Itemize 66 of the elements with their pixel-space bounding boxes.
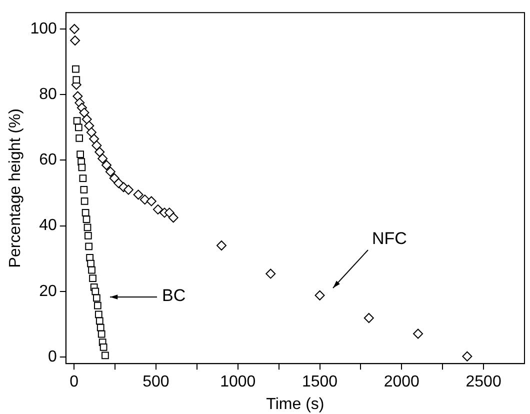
annotation: BC: [162, 286, 186, 306]
y-tick-label: 40: [39, 217, 57, 234]
point: [80, 186, 88, 194]
point: [216, 240, 226, 251]
x-tick-label: 500: [142, 374, 170, 391]
point: [102, 352, 109, 360]
y-axis-title: Percentage height (%): [7, 108, 24, 268]
point: [89, 274, 96, 282]
y-tick-label: 0: [48, 348, 57, 366]
point: [72, 91, 83, 102]
annotation: NFC: [372, 229, 407, 249]
point: [146, 196, 156, 206]
point: [82, 114, 92, 124]
y-tick-label: 80: [39, 86, 57, 104]
point: [123, 184, 134, 195]
point: [79, 108, 90, 118]
point: [314, 290, 325, 300]
point: [88, 266, 96, 274]
point: [80, 198, 88, 205]
point: [85, 242, 93, 250]
point: [105, 166, 116, 177]
point: [72, 65, 80, 73]
y-tick-label: 100: [30, 20, 57, 38]
point: [84, 120, 94, 131]
point: [93, 294, 100, 302]
x-tick-label: 1500: [302, 374, 338, 391]
point: [266, 268, 276, 279]
point: [364, 313, 374, 324]
point: [98, 154, 108, 164]
point: [94, 147, 105, 158]
x-tick-label: 2000: [384, 374, 420, 391]
point: [152, 204, 163, 214]
point: [79, 174, 87, 182]
point: [69, 24, 80, 34]
point: [168, 212, 178, 223]
point: [72, 76, 80, 84]
point: [78, 164, 86, 172]
point: [462, 351, 472, 362]
point: [133, 190, 144, 200]
point: [87, 260, 94, 268]
point: [84, 232, 92, 240]
point: [92, 288, 100, 296]
point: [74, 124, 82, 132]
point: [94, 310, 102, 318]
x-tick-label: 1000: [220, 374, 256, 391]
point: [82, 216, 90, 223]
point: [102, 160, 112, 170]
point: [96, 317, 104, 325]
y-tick-label: 20: [39, 282, 57, 300]
point: [76, 134, 84, 142]
x-axis-title: Time (s): [266, 396, 324, 413]
point: [413, 328, 424, 339]
point: [94, 302, 102, 310]
x-tick-label: 0: [70, 374, 79, 391]
point: [96, 324, 104, 332]
point: [100, 344, 108, 351]
point: [89, 134, 100, 144]
point: [109, 173, 120, 184]
point: [76, 150, 84, 158]
point: [98, 330, 106, 338]
point: [70, 35, 80, 46]
y-tick-label: 60: [39, 152, 57, 169]
point: [86, 127, 96, 138]
point: [92, 140, 102, 150]
point: [84, 224, 92, 232]
x-tick-label: 2500: [466, 374, 502, 391]
